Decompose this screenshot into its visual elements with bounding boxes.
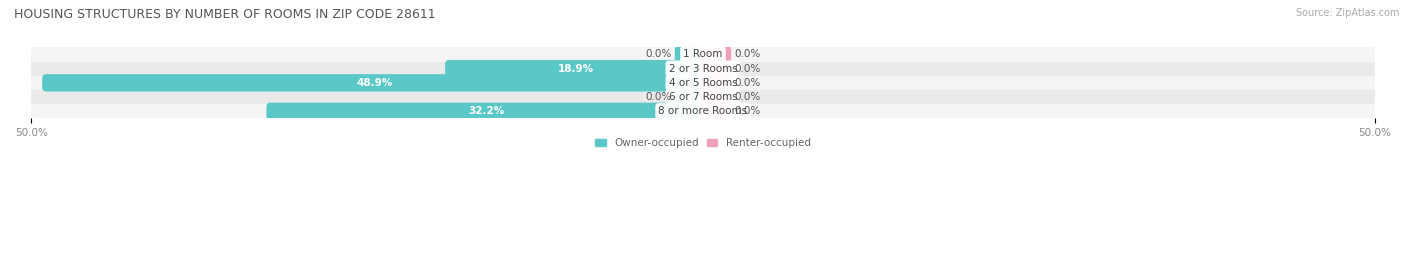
Bar	[31, 47, 1375, 62]
FancyBboxPatch shape	[42, 74, 707, 91]
Text: 0.0%: 0.0%	[734, 106, 761, 116]
Text: HOUSING STRUCTURES BY NUMBER OF ROOMS IN ZIP CODE 28611: HOUSING STRUCTURES BY NUMBER OF ROOMS IN…	[14, 8, 436, 21]
Text: 4 or 5 Rooms: 4 or 5 Rooms	[669, 78, 737, 88]
Text: 18.9%: 18.9%	[558, 63, 595, 74]
Text: 32.2%: 32.2%	[468, 106, 505, 116]
FancyBboxPatch shape	[699, 89, 731, 106]
Text: 0.0%: 0.0%	[645, 49, 672, 59]
Text: 2 or 3 Rooms: 2 or 3 Rooms	[669, 63, 737, 74]
Text: 48.9%: 48.9%	[357, 78, 392, 88]
FancyBboxPatch shape	[699, 74, 731, 91]
Text: 1 Room: 1 Room	[683, 49, 723, 59]
Text: 0.0%: 0.0%	[734, 49, 761, 59]
FancyBboxPatch shape	[675, 89, 707, 106]
Text: 0.0%: 0.0%	[734, 92, 761, 102]
Text: 0.0%: 0.0%	[645, 92, 672, 102]
Text: 8 or more Rooms: 8 or more Rooms	[658, 106, 748, 116]
FancyBboxPatch shape	[446, 60, 707, 77]
Bar	[31, 90, 1375, 104]
FancyBboxPatch shape	[699, 102, 731, 120]
Text: 0.0%: 0.0%	[734, 63, 761, 74]
Text: 0.0%: 0.0%	[734, 78, 761, 88]
Text: 6 or 7 Rooms: 6 or 7 Rooms	[669, 92, 737, 102]
Bar	[31, 104, 1375, 118]
FancyBboxPatch shape	[699, 46, 731, 63]
FancyBboxPatch shape	[675, 46, 707, 63]
Legend: Owner-occupied, Renter-occupied: Owner-occupied, Renter-occupied	[591, 134, 815, 152]
FancyBboxPatch shape	[267, 102, 707, 120]
Text: Source: ZipAtlas.com: Source: ZipAtlas.com	[1295, 8, 1399, 18]
Bar	[31, 62, 1375, 76]
FancyBboxPatch shape	[699, 60, 731, 77]
Bar	[31, 76, 1375, 90]
